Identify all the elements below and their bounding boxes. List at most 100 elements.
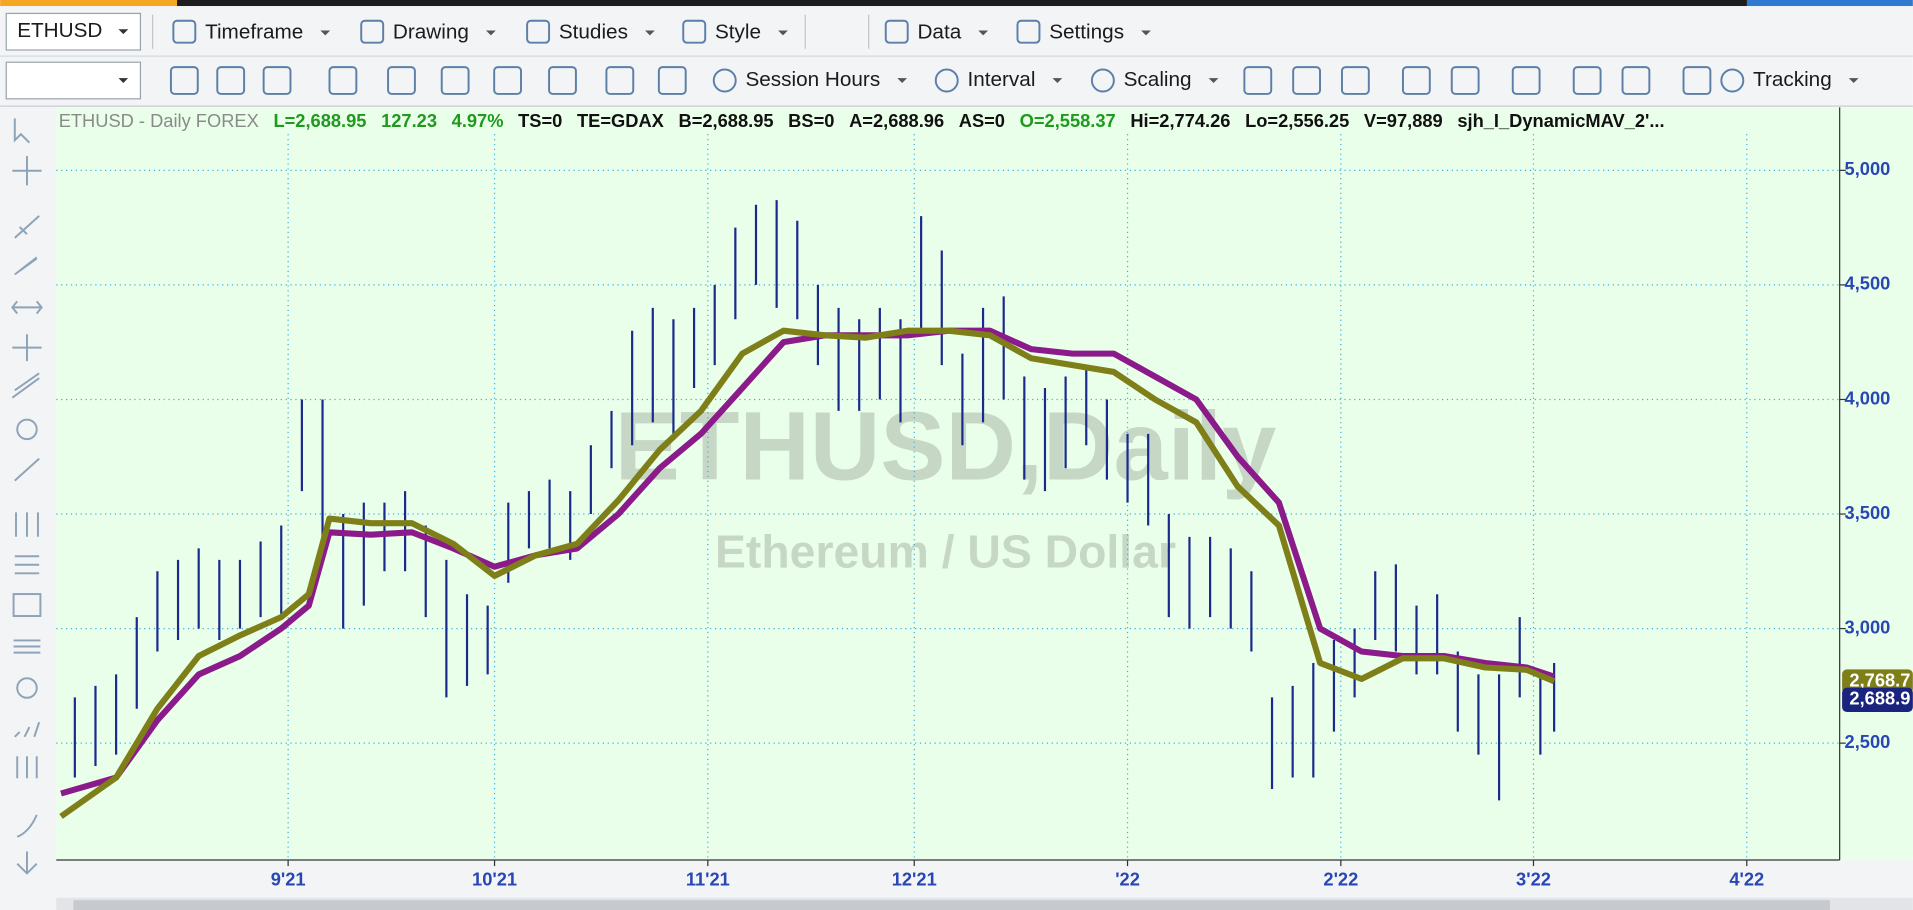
toolbar-icon[interactable]: [682, 19, 707, 44]
info-item: sjh_I_DynamicMAV_2'...: [1457, 110, 1664, 131]
tool-circle[interactable]: [16, 418, 38, 441]
dropdown-arrow: [118, 78, 129, 83]
info-item: Hi=2,774.26: [1130, 110, 1230, 131]
x-tick-label: '22: [1115, 869, 1140, 890]
toolbar-icon[interactable]: [1450, 66, 1480, 95]
tool-parallel[interactable]: [11, 372, 40, 399]
price-tag-label: 2,688.9: [1849, 688, 1910, 709]
tool-andrews[interactable]: [16, 756, 38, 779]
toolbar-icon[interactable]: [1016, 19, 1041, 44]
info-item: ETHUSD - Daily FOREX: [59, 110, 259, 131]
price-tag: [1842, 687, 1913, 713]
tool-speed[interactable]: [14, 721, 41, 738]
tool-crosshair[interactable]: [12, 156, 42, 186]
scroll-thumb[interactable]: [73, 900, 1830, 910]
toolbar-icon[interactable]: [657, 66, 687, 95]
x-tick-label: 3'22: [1516, 869, 1551, 890]
tool-cycle[interactable]: [15, 512, 39, 537]
watermark-subtitle: Ethereum / US Dollar: [715, 525, 1176, 577]
toolbar-icon[interactable]: [605, 66, 635, 95]
toolbar-icon[interactable]: [387, 66, 416, 95]
info-item: BS=0: [788, 110, 834, 131]
toolbar-icon[interactable]: [1720, 68, 1745, 93]
x-tick-label: 11'21: [686, 869, 730, 890]
info-item: A=2,688.96: [849, 110, 944, 131]
toolbar-icon[interactable]: [1401, 66, 1431, 95]
toolbar-icon[interactable]: [360, 19, 385, 44]
toolbar-icon[interactable]: [1682, 66, 1712, 95]
toolbar-icon[interactable]: [1621, 66, 1651, 95]
toolbar-icon[interactable]: [262, 66, 292, 95]
toolbar-button[interactable]: Scaling: [1124, 68, 1192, 91]
toolbar-icon[interactable]: [1340, 66, 1370, 95]
toolbar-button[interactable]: Data: [917, 20, 961, 43]
tool-down[interactable]: [16, 851, 38, 875]
top-border: [177, 0, 1747, 7]
toolbar-icon[interactable]: [440, 66, 470, 95]
toolbar-icon[interactable]: [934, 68, 959, 93]
y-tick-label: 4,500: [1845, 273, 1891, 294]
toolbar-button[interactable]: Session Hours: [745, 68, 880, 91]
toolbar-button[interactable]: Drawing: [393, 20, 469, 43]
tool-gann[interactable]: [16, 677, 38, 699]
tool-pointer[interactable]: [13, 118, 31, 144]
toolbar-button[interactable]: Tracking: [1753, 68, 1832, 91]
toolbar-icon[interactable]: [548, 66, 577, 95]
tool-brush[interactable]: [14, 457, 40, 482]
toolbar-icon[interactable]: [526, 19, 551, 44]
info-item: V=97,889: [1364, 110, 1443, 131]
x-tick-label: 10'21: [472, 869, 517, 890]
watermark: ETHUSD,Daily: [615, 392, 1277, 501]
tool-grid[interactable]: [12, 593, 42, 617]
top-accent-right: [1746, 0, 1913, 7]
tool-vertical[interactable]: [12, 334, 42, 362]
dropdown-arrow: [486, 30, 496, 36]
tool-arc[interactable]: [16, 814, 38, 838]
toolbar-icon[interactable]: [216, 66, 246, 95]
tool-fib[interactable]: [14, 555, 40, 575]
toolbar-button[interactable]: Style: [715, 20, 761, 43]
moving-average: [60, 327, 1556, 797]
info-item: Lo=2,556.25: [1245, 110, 1349, 131]
dropdown-arrow: [978, 30, 989, 36]
tool-channel[interactable]: [14, 256, 38, 276]
price-axis: [1839, 107, 1913, 860]
info-item: TE=GDAX: [577, 110, 665, 131]
tool-trend[interactable]: [14, 215, 40, 239]
x-tick-label: 2'22: [1323, 869, 1358, 890]
toolbar-button[interactable]: Timeframe: [205, 20, 303, 43]
toolbar-icon[interactable]: [1243, 66, 1273, 95]
toolbar-icon[interactable]: [493, 66, 522, 95]
dropdown-arrow: [118, 29, 129, 35]
toolbar-button[interactable]: Studies: [559, 20, 628, 43]
toolbar-icon[interactable]: [1090, 68, 1115, 93]
info-item: 4.97%: [452, 110, 504, 131]
dropdown-arrow: [1848, 78, 1859, 83]
tool-lines[interactable]: [13, 639, 41, 654]
plot-area[interactable]: [56, 107, 1840, 860]
y-tick-label: 3,500: [1845, 502, 1891, 523]
empty-combo[interactable]: [5, 61, 142, 100]
info-item: 127.23: [381, 110, 437, 131]
toolbar-icon[interactable]: [328, 66, 358, 95]
symbol-box[interactable]: [5, 12, 142, 51]
tool-horizontal[interactable]: [11, 300, 43, 315]
time-axis: [56, 859, 1913, 897]
x-tick-label: 4'22: [1729, 869, 1764, 890]
toolbar-icon[interactable]: [1292, 66, 1321, 95]
toolbar-icon[interactable]: [884, 19, 909, 44]
info-item: B=2,688.95: [678, 110, 773, 131]
dropdown-arrow: [1052, 78, 1063, 83]
top-accent: [0, 0, 178, 7]
price-tag-label: 2,768.7: [1849, 669, 1910, 690]
y-tick-label: 4,000: [1845, 387, 1891, 408]
toolbar-button[interactable]: Interval: [967, 68, 1035, 91]
toolbar-icon[interactable]: [712, 68, 737, 93]
toolbar-icon[interactable]: [1572, 66, 1602, 95]
toolbar-icon[interactable]: [172, 19, 197, 44]
toolbar-button[interactable]: Settings: [1049, 20, 1124, 43]
toolbar-icon[interactable]: [169, 66, 199, 95]
toolbar-icon[interactable]: [1511, 66, 1541, 95]
dropdown-arrow: [320, 30, 331, 36]
